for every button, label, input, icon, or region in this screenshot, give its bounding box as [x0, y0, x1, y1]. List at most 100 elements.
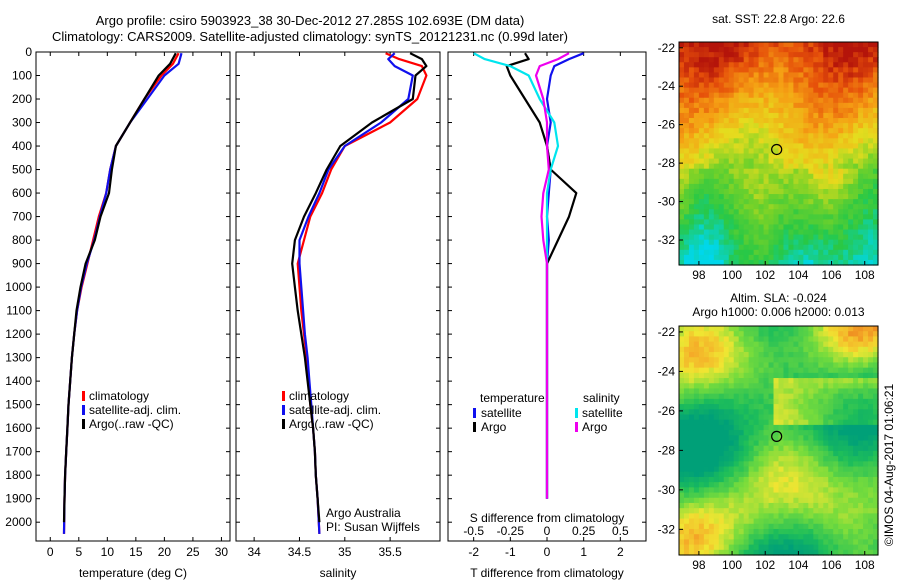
map-cell: [853, 544, 859, 551]
map-cell: [693, 378, 700, 384]
map-cell: [718, 528, 725, 535]
map-cell: [698, 497, 705, 504]
map-cell: [708, 539, 715, 546]
map-cell: [838, 57, 844, 63]
map-cell: [833, 440, 839, 447]
map-cell: [808, 341, 814, 348]
map-cell: [768, 539, 775, 546]
map-cell: [858, 204, 864, 210]
map-cell: [703, 118, 710, 124]
map-cell: [733, 346, 740, 353]
map-cell: [863, 143, 869, 150]
map-cell: [688, 77, 695, 84]
map-cell: [783, 148, 790, 155]
map-cell: [693, 476, 700, 483]
map-cell: [778, 188, 785, 195]
map-cell: [783, 326, 790, 332]
x-tick-label: 1: [580, 545, 587, 559]
map-cell: [733, 497, 740, 504]
map-cell: [738, 466, 745, 473]
map-cell: [863, 224, 869, 231]
map-cell: [698, 209, 705, 215]
map-cell: [788, 440, 795, 447]
map-cell: [773, 466, 780, 473]
map-cell: [838, 352, 844, 358]
map-cell: [863, 487, 869, 494]
map-cell: [778, 123, 785, 129]
map-cell: [773, 487, 780, 494]
map-cell: [728, 42, 735, 48]
map-cell: [818, 508, 824, 514]
map-cell: [748, 52, 755, 58]
map-cell: [679, 372, 685, 379]
map-cell: [853, 244, 859, 251]
map-cell: [838, 183, 844, 190]
map-cell: [798, 523, 804, 530]
map-cell: [723, 72, 730, 79]
map-cell: [803, 508, 809, 514]
map-cell: [868, 183, 874, 190]
map-cell: [768, 219, 775, 226]
map-cell: [793, 163, 799, 170]
map-cell: [679, 72, 685, 79]
map-cell: [823, 194, 829, 200]
map-cell: [738, 52, 745, 58]
map-cell: [743, 435, 750, 442]
map-cell: [683, 158, 690, 165]
map-cell: [688, 456, 695, 462]
sla-map-title: Altim. SLA: -0.024: [730, 291, 827, 305]
map-cell: [758, 508, 765, 514]
map-cell: [833, 52, 839, 58]
map-cell: [718, 102, 725, 109]
map-cell: [768, 173, 775, 180]
map-cell: [858, 224, 864, 231]
map-cell: [718, 133, 725, 139]
map-cell: [738, 440, 745, 447]
x-tick-label: 30: [215, 545, 229, 559]
map-cell: [758, 229, 765, 236]
map-cell: [868, 466, 874, 473]
map-cell: [768, 118, 775, 124]
map-cell: [863, 219, 869, 226]
map-cell: [783, 523, 790, 530]
map-cell: [808, 183, 814, 190]
legend-swatch-red: [82, 391, 85, 401]
map-cell: [868, 346, 874, 353]
map-cell: [753, 466, 760, 473]
map-cell: [738, 143, 745, 150]
map-cell: [733, 482, 740, 488]
map-cell: [798, 357, 804, 364]
map-cell: [788, 539, 795, 546]
map-cell: [708, 97, 715, 104]
depth-tick-label: 800: [12, 233, 32, 247]
map-cell: [828, 57, 834, 63]
map-cell: [743, 523, 750, 530]
map-cell: [733, 173, 740, 180]
map-cell: [833, 72, 839, 79]
map-cell: [683, 249, 690, 256]
map-cell: [743, 254, 750, 261]
map-cell: [863, 445, 869, 452]
map-cell: [793, 128, 799, 134]
map-cell: [798, 367, 804, 374]
map-cell: [798, 163, 804, 170]
map-cell: [833, 487, 839, 494]
map-cell: [823, 178, 829, 185]
map-cell: [798, 336, 804, 343]
map-cell: [818, 158, 824, 165]
map-cell: [858, 352, 864, 358]
map-cell: [788, 476, 795, 483]
map-cell: [848, 383, 854, 390]
map-cell: [713, 372, 720, 379]
map-cell: [728, 133, 735, 139]
map-cell: [753, 229, 760, 236]
map-cell: [863, 178, 869, 185]
map-cell: [818, 404, 824, 410]
map-cell: [783, 133, 790, 139]
map-cell: [723, 398, 730, 405]
map-cell: [783, 82, 790, 89]
map-cell: [773, 87, 780, 94]
map-cell: [743, 133, 750, 139]
map-cell: [733, 450, 740, 457]
map-cell: [843, 435, 849, 442]
